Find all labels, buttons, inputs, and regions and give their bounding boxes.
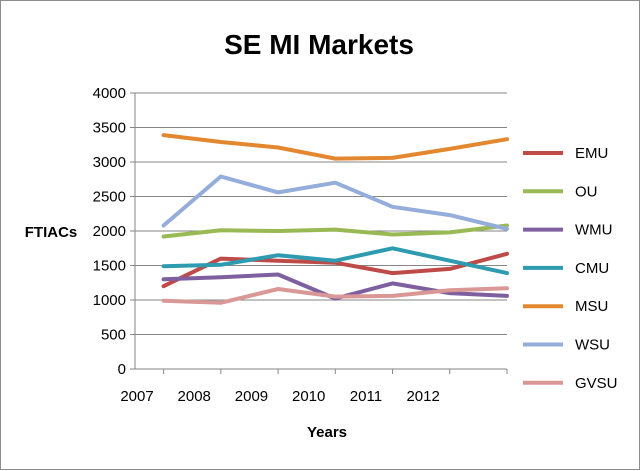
x-tick-label: 2007 [120,388,153,405]
legend-label: WSU [575,337,610,354]
series-line-msu [161,133,509,161]
y-tick-label: 0 [118,361,126,378]
series-line-cmu [161,246,509,276]
y-tick-label: 4000 [93,85,126,102]
legend-label: WMU [575,222,613,239]
x-tick-label: 2010 [292,388,325,405]
y-tick-label: 500 [101,327,126,344]
axes [134,93,507,370]
y-tick-label: 3500 [93,120,126,137]
x-axis-ticks: 2007 2008 2009 2010 2011 2012 [120,369,508,405]
y-tick-label: 2500 [93,189,126,206]
x-tick-label: 2011 [350,388,382,405]
legend-label: CMU [575,260,609,277]
y-tick-label: 2000 [93,223,126,240]
chart-title: SE MI Markets [224,29,414,60]
y-axis-label: FTIACs [25,224,78,241]
legend-label: MSU [575,298,608,315]
x-tick-label: 2008 [178,388,211,405]
x-tick-label: 2012 [406,388,439,405]
legend-label: EMU [575,145,608,162]
y-axis-ticks: 0 500 1000 1500 2000 2500 3000 3500 4000 [93,85,135,378]
legend-label: OU [575,183,598,200]
series-line-wsu [161,174,509,231]
y-tick-label: 1000 [93,292,126,309]
series-line-ou [161,223,509,239]
y-tick-label: 3000 [93,154,126,171]
x-axis-label: Years [307,424,347,441]
x-tick-label: 2009 [235,388,268,405]
series-lines [161,133,509,305]
legend: EMU OU WMU CMU MSU WSU GVSU [523,145,618,392]
series-line-gvsu [161,286,509,305]
y-tick-label: 1500 [93,258,126,275]
legend-label: GVSU [575,375,618,392]
